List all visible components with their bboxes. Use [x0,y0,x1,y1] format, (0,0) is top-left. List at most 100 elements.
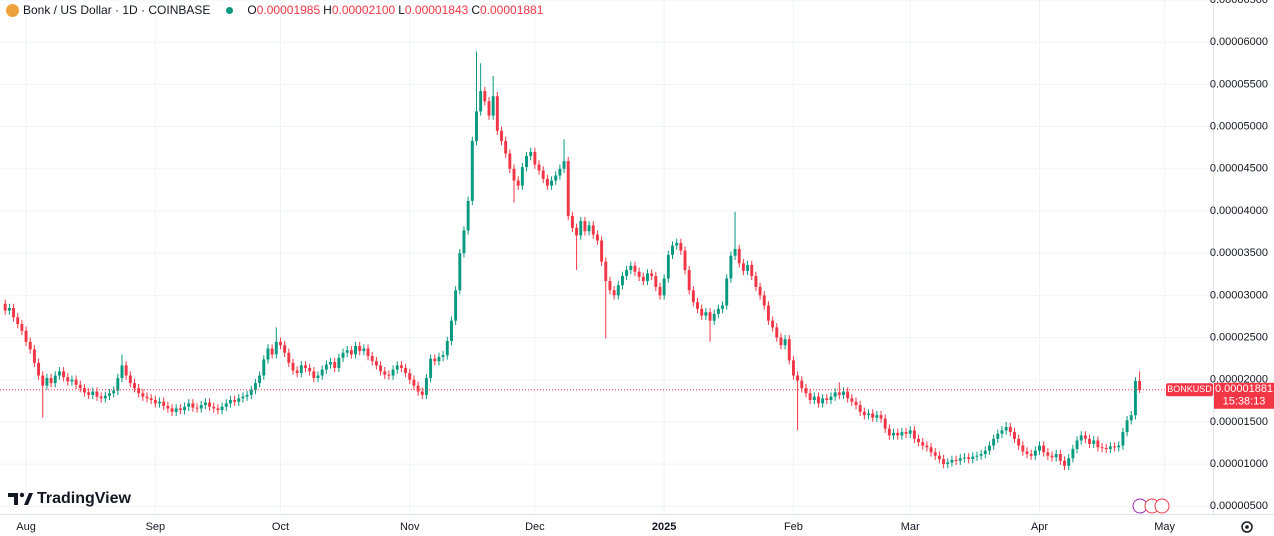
symbol-title[interactable]: Bonk / US Dollar · 1D · COINBASE [23,3,211,17]
candle-body [791,360,795,376]
y-tick-label: 0.00006500 [1210,0,1268,6]
candle-body [562,161,566,169]
countdown: 15:38:13 [1223,396,1266,408]
candle-body [128,375,132,384]
candle-body [491,96,495,116]
candle-body [408,372,412,380]
candle-body [983,450,987,455]
candle-body [1008,426,1012,433]
indicator-icons[interactable] [1132,498,1170,514]
y-tick-label: 0.00002000 [1210,374,1268,386]
candle-body [295,370,299,373]
candle-body [775,327,779,338]
coin-icon [6,3,19,17]
candle-body [508,153,512,169]
candle-body [620,275,624,286]
candle-body [391,369,395,376]
candle-body [929,447,933,453]
candle-body [691,290,695,303]
candle-body [746,264,750,271]
candle-body [787,339,791,361]
candle-body [520,167,524,186]
candle-body [1113,446,1117,448]
candle-body [399,365,403,368]
y-tick-label: 0.00003500 [1210,247,1268,259]
candle-body [1050,455,1054,458]
candle-body [450,320,453,341]
candle-body [245,394,249,397]
candle-body [3,303,7,311]
candle-body [337,357,341,368]
candle-body [249,389,253,395]
candle-body [270,348,274,355]
legend-bar: Bonk / US Dollar · 1D · COINBASE O0.0000… [6,3,546,17]
candle-body [1079,435,1083,441]
candle-body [858,405,862,412]
candle-body [308,367,312,372]
candle-body [253,383,257,390]
candle-body [316,375,320,379]
candle-body [1108,446,1112,449]
candle-body [762,295,766,306]
market-status [226,6,234,14]
candle-body [82,388,86,393]
candle-body [908,430,912,434]
candle-body [633,265,637,272]
candle-body [1100,447,1104,449]
brand-logo[interactable]: TradingView [8,490,132,507]
price-label: 0.00001881 [1215,383,1273,395]
candle-body [387,374,391,376]
candle-body [299,365,303,373]
candle-body [554,175,558,181]
candle-body [933,452,937,456]
candle-body [41,375,45,386]
candle-body [1133,381,1137,416]
candle-body [1096,440,1100,448]
candle-body [458,253,462,291]
candle-body [629,265,633,271]
candle-body [750,264,754,276]
candle-body [971,456,975,460]
settings-button[interactable] [1241,521,1253,533]
x-tick-label: Dec [525,521,545,533]
x-tick-label: Feb [784,521,803,533]
ohlc-key: O [247,3,257,17]
candle-body [854,401,858,406]
candle-body [1042,445,1046,453]
candle-body [37,362,41,376]
candle-body [141,393,145,397]
y-tick-label: 0.00002500 [1210,331,1268,343]
candle-body [124,365,128,376]
candle-body [954,459,958,461]
candle-body [462,230,466,254]
candle-body [158,401,161,404]
candle-body [921,442,925,446]
candle-body [441,355,445,357]
candle-body [220,406,224,411]
candle-body [937,455,941,460]
candle-body [1125,420,1129,433]
candle-body [687,270,691,291]
candle-body [804,388,808,394]
candle-body [1000,430,1004,434]
candle-body [212,406,216,409]
candle-body [637,271,641,277]
candle-body [170,408,174,412]
candle-body [766,305,770,321]
candle-body [16,317,20,325]
candle-body [871,413,875,418]
logo-mark [24,493,33,505]
candle-body [896,432,900,436]
candle-body [274,341,278,355]
y-tick-label: 0.00001500 [1210,416,1268,428]
candle-body [120,365,124,379]
candle-body [1104,448,1108,450]
candle-body [32,349,36,363]
candle-body [716,308,720,314]
y-tick-label: 0.00000500 [1210,500,1268,512]
candle-body [967,457,971,460]
candle-body [812,396,816,400]
candle-body [529,151,533,157]
candle-body [700,308,704,316]
candle-body [541,170,545,179]
